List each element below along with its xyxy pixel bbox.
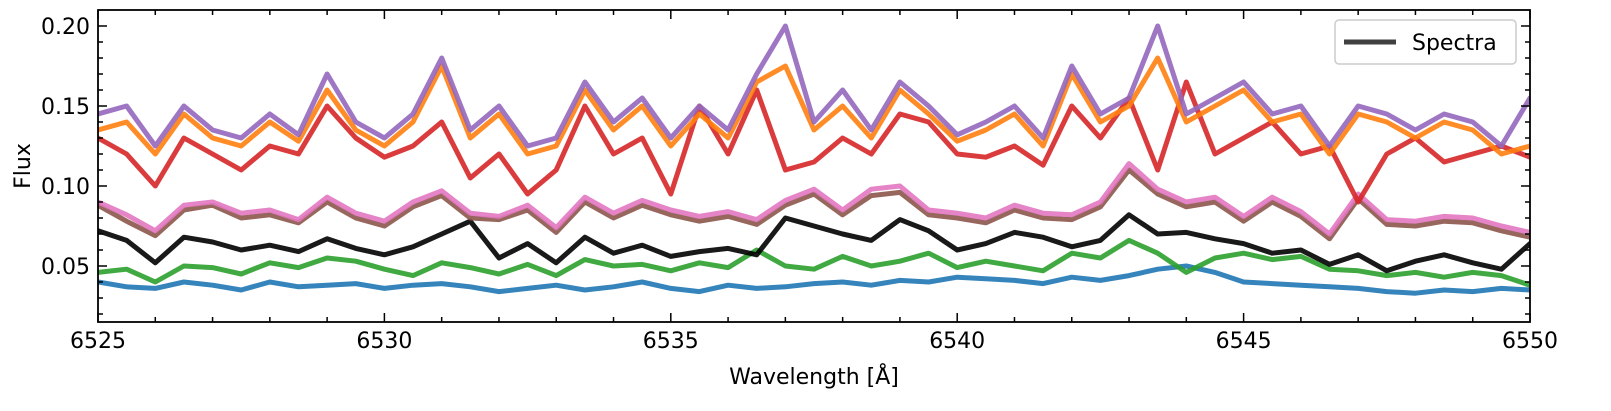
y-axis-label: Flux (11, 143, 36, 189)
series-line-6 (98, 79, 1530, 205)
legend-box (1334, 19, 1517, 65)
series-line-3 (98, 212, 1530, 274)
y-tick-label: 0.05 (41, 255, 90, 280)
x-tick-label: 6545 (1216, 329, 1272, 354)
y-tick-label: 0.20 (41, 15, 90, 40)
x-tick-label: 6550 (1502, 329, 1558, 354)
y-tick-label: 0.15 (41, 95, 90, 120)
series-line-1 (98, 263, 1530, 296)
plot-frame (97, 9, 1531, 323)
x-axis-label: Wavelength [Å] (729, 363, 899, 390)
y-tick-label: 0.10 (41, 175, 90, 200)
series-line-8 (98, 23, 1530, 149)
x-tick-label: 6535 (643, 329, 699, 354)
series-line-2 (98, 237, 1530, 288)
series-line-7 (98, 55, 1530, 157)
series-layer (98, 23, 1530, 296)
x-tick-label: 6530 (356, 329, 412, 354)
series-line-4 (98, 167, 1530, 242)
series-line-5 (98, 161, 1530, 237)
legend: Spectra (1334, 19, 1517, 65)
x-tick-label: 6540 (929, 329, 985, 354)
x-tick-label: 6525 (70, 329, 126, 354)
ticks-layer: 6525 6530 6535 6540 6545 6550 0.05 0.10 0.15 0.20 (41, 10, 1558, 354)
legend-label-spectra: Spectra (1412, 31, 1497, 56)
